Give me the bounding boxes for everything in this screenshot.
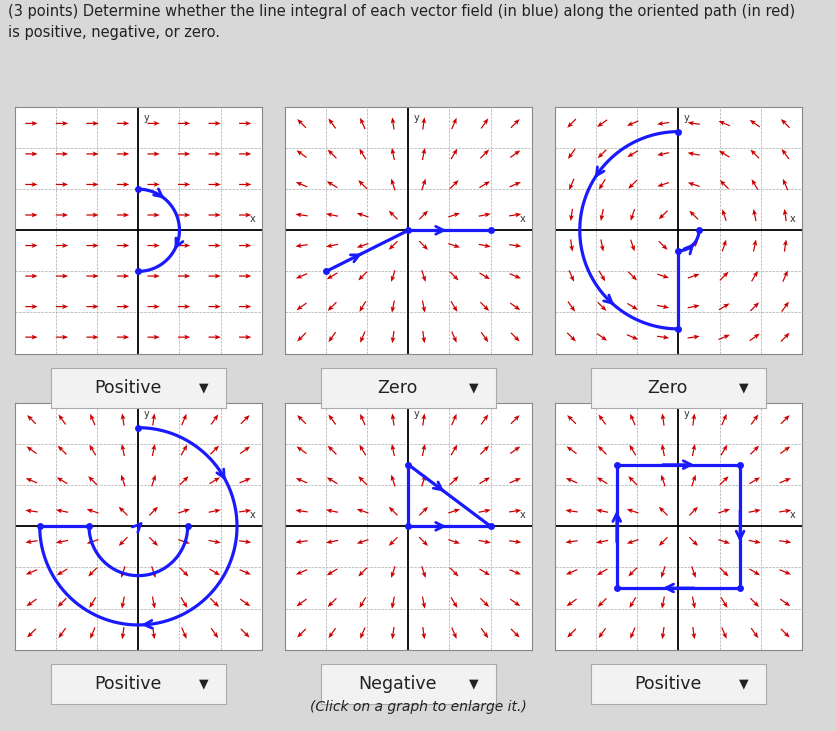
Text: Positive: Positive [94, 379, 161, 397]
Text: x: x [250, 510, 256, 520]
Text: ▼: ▼ [738, 382, 748, 394]
Text: Zero: Zero [378, 379, 418, 397]
Text: y: y [683, 113, 689, 123]
Text: ▼: ▼ [198, 678, 208, 690]
Text: ▼: ▼ [468, 382, 478, 394]
Text: x: x [790, 214, 796, 224]
Text: ▼: ▼ [198, 382, 208, 394]
Text: x: x [250, 214, 256, 224]
Text: (3 points) Determine whether the line integral of each vector field (in blue) al: (3 points) Determine whether the line in… [8, 4, 796, 39]
Text: y: y [683, 409, 689, 419]
Text: ▼: ▼ [738, 678, 748, 690]
Text: Positive: Positive [94, 675, 161, 693]
Text: x: x [790, 510, 796, 520]
Text: Negative: Negative [359, 675, 437, 693]
Text: x: x [520, 214, 526, 224]
Text: (Click on a graph to enlarge it.): (Click on a graph to enlarge it.) [309, 700, 527, 714]
Text: Positive: Positive [635, 675, 701, 693]
Text: y: y [413, 409, 419, 419]
Text: y: y [413, 113, 419, 123]
Text: x: x [520, 510, 526, 520]
Text: y: y [143, 409, 149, 419]
Text: y: y [143, 113, 149, 123]
Text: Zero: Zero [648, 379, 688, 397]
Text: ▼: ▼ [468, 678, 478, 690]
